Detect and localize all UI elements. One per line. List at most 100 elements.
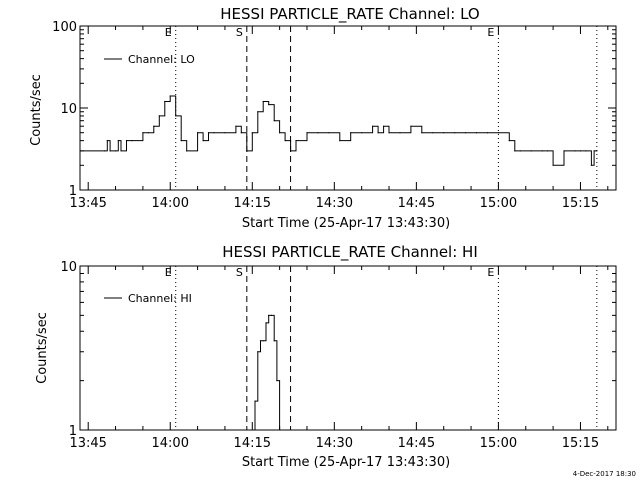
lo-data-point <box>383 125 385 127</box>
lo-data-point <box>497 132 499 134</box>
lo-data-point <box>443 132 445 134</box>
hi-x-tick-label: 15:15 <box>562 436 599 451</box>
lo-data-point <box>388 132 390 134</box>
lo-data-point <box>585 150 587 152</box>
lo-data-point <box>80 150 81 152</box>
lo-y-tick-label: 1 <box>69 184 77 199</box>
lo-x-tick-label: 13:45 <box>69 196 106 211</box>
hi-data-point <box>254 400 256 402</box>
lo-data-point <box>593 150 595 152</box>
hi-legend: Channel: HI <box>104 292 192 305</box>
hi-chart-title: HESSI PARTICLE_RATE Channel: HI <box>222 243 478 262</box>
lo-data-point <box>339 140 341 142</box>
lo-data-point <box>563 150 565 152</box>
lo-y-axis-label: Counts/sec <box>29 74 44 146</box>
hi-y-axis-label: Counts/sec <box>35 312 50 384</box>
lo-x-tick-label: 15:00 <box>480 196 517 211</box>
hi-channel-panel: HESSI PARTICLE_RATE Channel: HI Counts/s… <box>35 243 617 470</box>
hi-event-marker-label: E <box>165 266 172 279</box>
lo-data-point <box>109 150 111 152</box>
lo-data-point <box>328 132 330 134</box>
lo-x-axis-label: Start Time (25-Apr-17 13:43:30) <box>242 216 450 231</box>
lo-chart-title: HESSI PARTICLE_RATE Channel: LO <box>220 5 479 24</box>
hi-data-point <box>262 340 264 342</box>
lo-data-point <box>262 100 264 103</box>
lo-data-point <box>240 132 242 134</box>
lo-data-point <box>519 150 521 152</box>
hi-data-point <box>265 322 267 324</box>
lo-data-point <box>317 132 319 134</box>
lo-data-point <box>508 140 510 142</box>
lo-data-point <box>377 132 379 134</box>
hi-data-point <box>276 380 278 382</box>
lo-data-point <box>454 132 456 134</box>
lo-data-point <box>552 164 554 166</box>
lo-data-point <box>421 132 423 134</box>
lo-data-point <box>106 140 108 142</box>
lo-data-point <box>169 95 171 97</box>
lo-legend: Channel: LO <box>104 53 195 66</box>
hi-x-tick-label: 14:30 <box>316 436 353 451</box>
lo-event-marker-label: E <box>487 26 494 39</box>
lo-data-point <box>235 125 237 127</box>
lo-data-point <box>246 150 248 152</box>
hi-x-tick-label: 14:45 <box>398 436 435 451</box>
lo-data-point <box>596 150 598 152</box>
lo-x-tick-label: 15:15 <box>562 196 599 211</box>
lo-legend-label: Channel: LO <box>128 53 195 66</box>
hi-x-tick-label: 14:00 <box>152 436 189 451</box>
lo-data-point <box>579 150 582 152</box>
hi-event-marker-label: S <box>236 266 243 279</box>
lo-data-point <box>147 132 149 134</box>
hi-y-tick-label: 10 <box>60 260 77 275</box>
lo-data-point <box>153 125 155 127</box>
lo-data-point <box>541 150 543 152</box>
hi-legend-label: Channel: HI <box>128 292 192 305</box>
hi-event-marker-label: E <box>487 266 494 279</box>
lo-data-point <box>590 164 593 166</box>
lo-data-point <box>475 132 478 134</box>
lo-data-point <box>164 100 166 103</box>
lo-channel-panel: HESSI PARTICLE_RATE Channel: LO Counts/s… <box>29 5 617 231</box>
lo-data-point <box>306 132 308 134</box>
lo-data-point <box>131 140 133 142</box>
hi-data-point <box>270 314 272 316</box>
lo-data-point <box>158 115 160 117</box>
hi-data-point <box>259 340 262 342</box>
lo-data-point <box>202 140 204 142</box>
lo-data-point <box>207 132 210 134</box>
lo-data-point <box>104 150 106 152</box>
lo-data-point <box>547 150 549 152</box>
lo-data-point <box>290 150 292 152</box>
lo-data-point <box>117 140 119 142</box>
lo-event-marker-label: E <box>165 26 172 39</box>
lo-series-line <box>80 95 597 166</box>
hi-plot-frame <box>79 265 617 431</box>
lo-data-point <box>251 132 253 134</box>
lo-data-point <box>273 120 275 122</box>
hi-x-tick-label: 13:45 <box>69 436 106 451</box>
hi-data-point <box>273 340 275 342</box>
lo-data-point <box>284 140 286 142</box>
lo-data-point <box>372 125 374 127</box>
lo-data-point <box>350 132 352 134</box>
lo-x-tick-label: 14:30 <box>316 196 353 211</box>
lo-data-point <box>514 150 516 152</box>
lo-data-point <box>224 132 226 134</box>
lo-data-point <box>180 140 182 142</box>
footer-date-stamp: 4-Dec-2017 18:30 <box>573 470 636 478</box>
lo-data-point <box>142 132 144 134</box>
lo-data-point <box>432 132 434 134</box>
lo-y-tick-label: 100 <box>52 20 77 35</box>
lo-data-point <box>120 150 122 152</box>
lo-event-marker-label: S <box>236 26 243 39</box>
hi-x-axis-label: Start Time (25-Apr-17 13:43:30) <box>242 455 450 470</box>
lo-data-point <box>186 150 188 152</box>
lo-data-point <box>257 111 259 113</box>
lo-data-point <box>197 132 199 134</box>
lo-data-point <box>175 115 177 117</box>
hi-x-tick-label: 14:15 <box>234 436 271 451</box>
lo-x-tick-label: 14:15 <box>234 196 271 211</box>
lo-data-point <box>486 132 489 134</box>
